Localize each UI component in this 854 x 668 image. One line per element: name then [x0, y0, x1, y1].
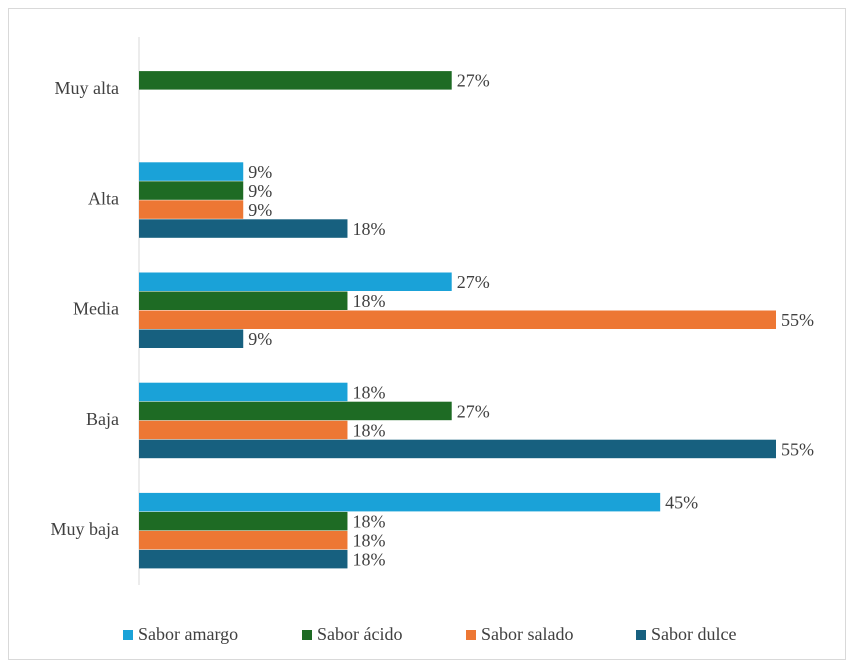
- data-label: 18%: [352, 382, 385, 402]
- data-label: 18%: [352, 420, 385, 440]
- data-label: 9%: [248, 181, 272, 201]
- y-tick-label: Muy baja: [51, 519, 119, 539]
- chart-border: [8, 8, 846, 660]
- legend-swatch: [302, 630, 312, 640]
- legend-label: Sabor salado: [481, 624, 573, 644]
- data-label: 9%: [248, 162, 272, 182]
- data-label: 27%: [457, 401, 490, 421]
- bar: [139, 401, 452, 421]
- data-label: 18%: [352, 219, 385, 239]
- bar: [139, 439, 776, 459]
- bar: [139, 511, 348, 531]
- data-label: 18%: [352, 291, 385, 311]
- data-label: 18%: [352, 531, 385, 551]
- data-label: 45%: [665, 493, 698, 513]
- bar: [139, 162, 244, 181]
- legend-label: Sabor ácido: [317, 624, 402, 644]
- legend-label: Sabor dulce: [651, 624, 736, 644]
- bar: [139, 71, 452, 90]
- bar: [139, 492, 661, 512]
- legend-swatch: [636, 630, 646, 640]
- data-label: 27%: [457, 71, 490, 91]
- y-tick-label: Baja: [86, 409, 119, 429]
- y-tick-label: Alta: [88, 188, 119, 208]
- bar: [139, 420, 348, 440]
- bar: [139, 291, 348, 310]
- data-label: 55%: [781, 310, 814, 330]
- bar: [139, 549, 348, 569]
- bar: [139, 200, 244, 219]
- bar: [139, 310, 776, 329]
- bar: [139, 329, 244, 348]
- y-tick-label: Media: [73, 299, 119, 319]
- data-label: 9%: [248, 329, 272, 349]
- data-label: 27%: [457, 272, 490, 292]
- bar: [139, 272, 452, 291]
- bar: [139, 181, 244, 200]
- data-label: 18%: [352, 550, 385, 570]
- bar: [139, 382, 348, 402]
- bar: [139, 219, 348, 238]
- legend-label: Sabor amargo: [138, 624, 238, 644]
- data-label: 55%: [781, 439, 814, 459]
- legend-swatch: [123, 630, 133, 640]
- y-tick-label: Muy alta: [55, 78, 120, 98]
- bar: [139, 530, 348, 550]
- legend-swatch: [466, 630, 476, 640]
- data-label: 18%: [352, 512, 385, 532]
- data-label: 9%: [248, 200, 272, 220]
